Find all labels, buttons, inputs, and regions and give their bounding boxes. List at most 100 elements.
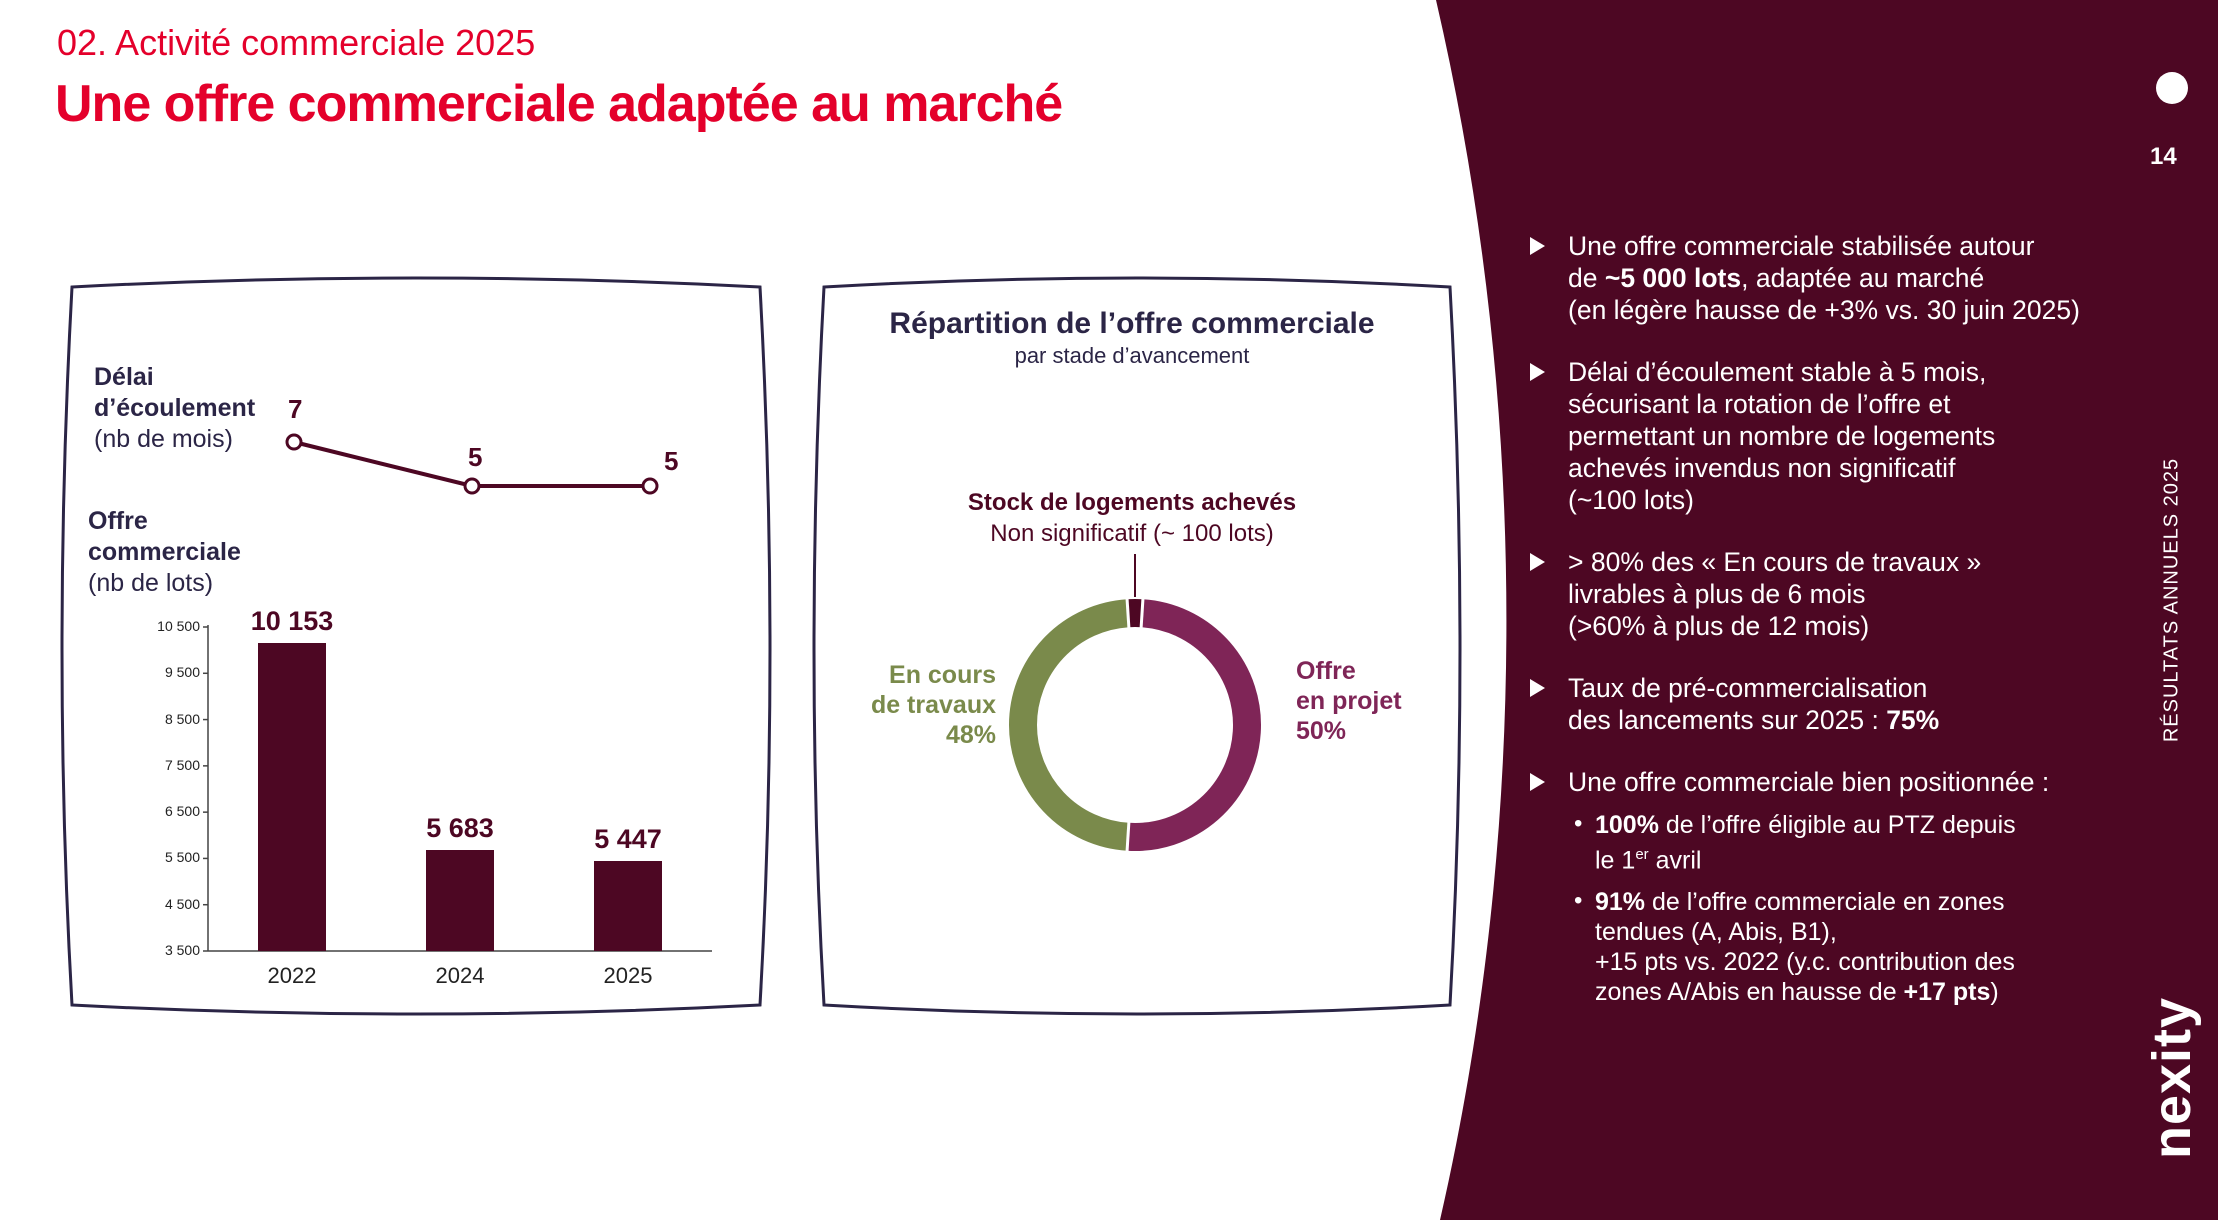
line-value-2022: 7: [288, 394, 303, 424]
bullet-dot-icon: •: [1574, 887, 1583, 915]
burgundy-panel: [1436, 0, 2218, 1220]
b4-t2: des lancements sur 2025 :: [1568, 705, 1887, 735]
b3-t2: livrables à plus de 6 mois: [1568, 579, 1866, 609]
b2-t1: Délai d’écoulement stable à 5 mois,: [1568, 357, 1987, 387]
stock-label: Stock de logements achevés: [967, 489, 1297, 516]
section-kicker: 02. Activité commerciale 2025: [57, 22, 536, 63]
bullet-offre: Une offre commerciale stabilisée autour …: [1530, 230, 2130, 326]
bar-title-2: commerciale: [88, 538, 241, 566]
left-chart-frame: [60, 276, 772, 1016]
line-title-2: d’écoulement: [94, 394, 256, 422]
y-tick-label: 4 500: [164, 895, 200, 912]
s2-t3: tendues (A, Abis, B1),: [1595, 918, 1837, 947]
b4-t3: 75%: [1886, 705, 1940, 735]
donut-slice: [1127, 599, 1261, 851]
donut-chart: [1009, 554, 1261, 852]
x-tick-label: 2024: [435, 963, 485, 988]
donut-slice: [1009, 599, 1130, 851]
line-chart: [285, 433, 659, 495]
page-title: Une offre commerciale adaptée au marché: [55, 75, 1063, 133]
b2-t5: (~100 lots): [1568, 485, 1694, 515]
y-tick-label: 6 500: [164, 803, 200, 820]
donut-subtitle: par stade d’avancement: [1014, 343, 1250, 368]
line-value-2025: 5: [664, 446, 679, 476]
y-tick-label: 3 500: [164, 942, 200, 958]
bar-chart-label: Offre commerciale (nb de lots): [88, 506, 241, 599]
bullet-dot-icon: •: [1574, 810, 1583, 837]
bar-title-1: Offre: [88, 507, 148, 535]
s2-t4: +15 pts vs. 2022 (y.c. contribution des: [1595, 948, 2015, 977]
slice-separator: [1125, 598, 1131, 629]
stock-sublabel: Non significatif (~ 100 lots): [990, 520, 1274, 547]
line-chart-label: Délai d’écoulement (nb de mois): [94, 362, 255, 455]
sub-bullet-ptz: • 100% de l’offre éligible au PTZ depuis…: [1572, 810, 2130, 875]
sub-bullet-zones: • 91% de l’offre commerciale en zones te…: [1572, 887, 2130, 1007]
donut-title: Répartition de l’offre commerciale: [889, 307, 1375, 340]
vertical-report-label: RÉSULTATS ANNUELS 2025: [2160, 457, 2183, 743]
s1-sup: er: [1635, 846, 1649, 863]
bar-value-label: 5 683: [426, 812, 494, 843]
s1-t1: 100%: [1595, 811, 1659, 839]
x-tick-label: 2022: [267, 963, 317, 988]
line-point-2024: [463, 477, 481, 495]
y-tick-label: 10 500: [157, 618, 200, 634]
en-cours-l2: de travaux: [870, 691, 996, 719]
bullet-arrow-icon: [1530, 679, 1545, 697]
bullet-arrow-icon: [1530, 363, 1545, 381]
en-projet-l2: en projet: [1296, 687, 1402, 715]
bullet-positionnement: Une offre commerciale bien positionnée :…: [1530, 766, 2130, 1007]
line-value-2024: 5: [468, 442, 483, 472]
label-en-cours: En cours de travaux 48%: [820, 660, 996, 750]
line-unit: (nb de mois): [94, 425, 233, 453]
b1-t5: (en légère hausse de +3% vs. 30 juin 202…: [1568, 295, 2080, 325]
s2-t7: ): [1990, 978, 1999, 1007]
s1-t2: de l’offre éligible au PTZ depuis: [1658, 811, 2016, 839]
en-cours-l1: En cours: [889, 661, 996, 689]
s1-t3: le 1: [1595, 846, 1636, 875]
label-en-projet: Offre en projet 50%: [1296, 656, 1402, 746]
slice-separator: [1139, 598, 1145, 629]
brand-logo: nexity: [2142, 996, 2202, 1160]
b4-t1: Taux de pré-commercialisation: [1568, 673, 1928, 703]
en-projet-l1: Offre: [1296, 657, 1356, 685]
page-number: 14: [2150, 143, 2177, 170]
x-tick-label: 2025: [603, 963, 653, 988]
s2-t5: zones A/Abis en hausse de: [1595, 978, 1904, 1007]
bar-value-label: 5 447: [594, 823, 662, 854]
slice-separator: [1125, 821, 1131, 852]
bullet-travaux: > 80% des « En cours de travaux » livrab…: [1530, 546, 2130, 642]
b1-t3: ~5 000 lots: [1604, 263, 1742, 293]
bullet-arrow-icon: [1530, 237, 1545, 255]
b5-t1: Une offre commerciale bien positionnée :: [1568, 767, 2050, 797]
line-title-1: Délai: [94, 363, 154, 391]
bar-2025: [594, 860, 662, 951]
bar-2024: [426, 849, 494, 951]
brand-dot-icon: [2156, 72, 2188, 104]
bullet-precommercialisation: Taux de pré-commercialisation des lancem…: [1530, 672, 2130, 736]
right-chart-frame: [812, 276, 1462, 1016]
s2-t6: +17 pts: [1903, 978, 1991, 1007]
line-point-2025: [641, 477, 659, 495]
b3-t3: (>60% à plus de 12 mois): [1568, 611, 1870, 641]
b2-t4: achevés invendus non significatif: [1568, 453, 1956, 483]
b1-t1: Une offre commerciale stabilisée autour: [1568, 231, 2035, 261]
bar-unit: (nb de lots): [88, 569, 214, 597]
bar-2022: [258, 643, 326, 951]
bullet-delai: Délai d’écoulement stable à 5 mois, sécu…: [1530, 356, 2130, 516]
s2-t1: 91%: [1595, 888, 1646, 917]
key-points: Une offre commerciale stabilisée autour …: [1530, 230, 2130, 1037]
s1-t4: avril: [1648, 846, 1702, 875]
y-tick-label: 5 500: [164, 849, 200, 866]
line-point-2022: [285, 433, 303, 451]
b3-t1: > 80% des « En cours de travaux »: [1568, 547, 1982, 577]
bar-value-label: 10 153: [250, 606, 334, 637]
b1-t4: , adaptée au marché: [1741, 263, 1985, 293]
bullet-arrow-icon: [1530, 773, 1545, 791]
s2-t2: de l’offre commerciale en zones: [1645, 888, 2005, 917]
y-tick-label: 7 500: [164, 756, 200, 773]
b2-t3: permettant un nombre de logements: [1568, 421, 1996, 451]
y-tick-label: 8 500: [164, 710, 200, 727]
b2-t2: sécurisant la rotation de l’offre et: [1568, 389, 1951, 419]
